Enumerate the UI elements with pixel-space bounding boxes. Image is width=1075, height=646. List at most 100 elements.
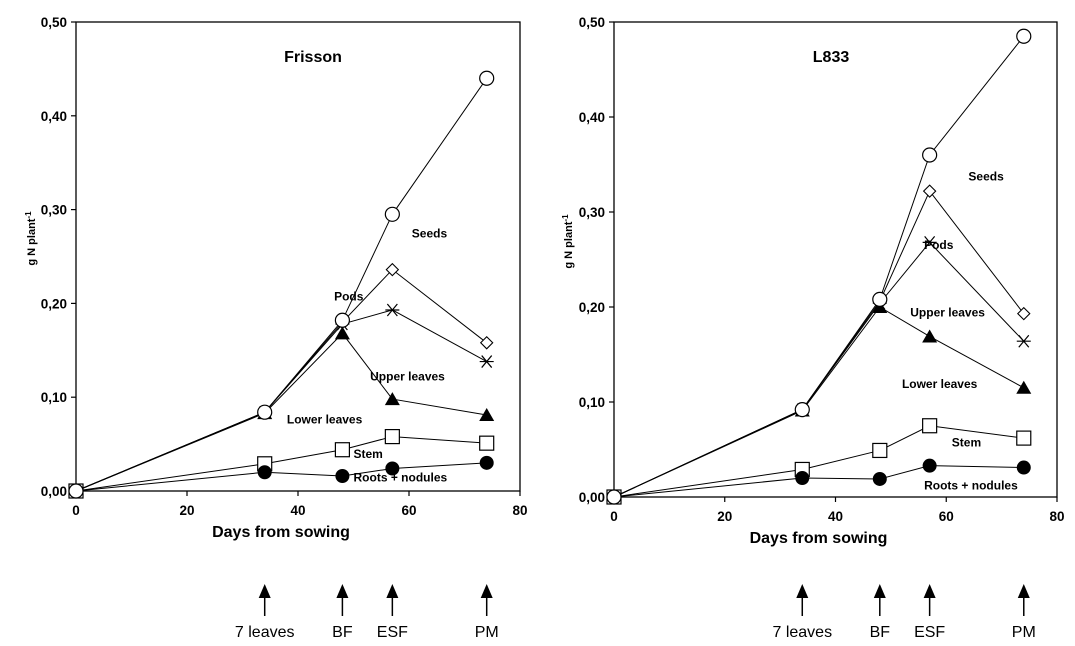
data-point-roots-nodules [257,465,272,480]
y-tick-label: 0,30 [579,205,605,220]
data-point-roots-nodules [335,468,350,483]
data-point-seeds [872,291,888,307]
data-point-seeds [384,206,400,222]
series-annotation-pods: Pods [334,290,364,304]
series-annotation-seeds: Seeds [968,170,1004,184]
stage-label-7-leaves: 7 leaves [772,624,832,641]
y-tick-label: 0,20 [41,296,67,311]
data-point-upper-leaves [385,303,400,317]
series-annotation-upper-leaves: Upper leaves [370,369,445,383]
stage-arrow-head [923,584,936,598]
data-point-seeds [1016,28,1032,44]
series-line-seeds [75,77,488,492]
y-axis-label: g N plant-1 [561,214,575,269]
data-point-stem [1016,430,1032,446]
data-point-seeds [257,404,273,420]
stage-arrow-head [873,584,886,598]
x-tick-label: 80 [1049,509,1064,524]
data-point-seeds [606,489,622,505]
y-tick-label: 0,00 [41,484,67,499]
series-annotation-lower-leaves: Lower leaves [287,412,363,426]
x-axis-label: Days from sowing [750,530,888,547]
data-point-upper-leaves [1016,334,1031,348]
series-annotation-stem: Stem [952,436,981,450]
x-tick-label: 20 [717,509,732,524]
x-tick-label: 40 [290,503,305,518]
series-annotation-stem: Stem [354,447,383,461]
data-point-stem [872,442,888,459]
x-tick-label: 60 [401,503,416,518]
y-tick-label: 0,40 [41,109,67,124]
chart-title: L833 [813,49,850,66]
data-point-lower-leaves [922,329,938,343]
data-point-roots-nodules [385,461,400,476]
plot-frame [613,21,1058,498]
data-point-seeds [68,483,84,499]
data-point-stem [384,428,400,445]
chart-panel-frisson: 0,00 0,10 0,20 0,30 0,40 0,50 0 20 40 60 80 Days fr… [24,15,528,641]
data-point-upper-leaves [479,355,494,368]
x-tick-label: 60 [939,509,954,524]
stage-arrow-head [386,584,399,598]
data-point-roots-nodules [479,455,494,470]
stage-arrow-head [480,584,493,598]
stage-label-pm: PM [475,624,499,641]
series-annotation-lower-leaves: Lower leaves [902,377,978,391]
series-annotation-roots-nodules: Roots + nodules [924,478,1018,492]
series-line-seeds [613,35,1025,498]
series-line-pods [613,190,1025,498]
y-tick-label: 0,20 [579,300,605,315]
x-axis-label: Days from sowing [212,524,350,541]
data-point-lower-leaves [479,408,495,422]
y-tick-label: 0,40 [579,110,605,125]
series-annotation-roots-nodules: Roots + nodules [354,471,448,485]
series-annotation-pods: Pods [924,238,954,252]
data-point-stem [922,418,938,434]
stage-label-7-leaves: 7 leaves [235,624,295,641]
data-point-seeds [479,70,495,86]
data-point-seeds [794,402,810,418]
y-tick-label: 0,10 [579,395,605,410]
data-point-pods [1016,306,1031,321]
data-point-pods [479,336,494,350]
series-annotation-seeds: Seeds [412,227,448,241]
data-point-stem [334,442,350,458]
y-tick-label: 0,30 [41,203,67,218]
data-point-pods [385,262,400,277]
x-tick-label: 40 [828,509,843,524]
chart-panel-l833: 0,00 0,10 0,20 0,30 0,40 0,50 0 20 40 60 80 Days fr… [561,15,1065,641]
series-annotation-upper-leaves: Upper leaves [910,306,985,320]
x-tick-label: 80 [512,503,527,518]
stage-label-pm: PM [1012,624,1036,641]
x-tick-label: 20 [179,503,194,518]
stage-arrow-head [1017,584,1030,598]
x-tick-label: 0 [610,509,618,524]
stage-arrow-head [796,584,809,598]
stage-arrow-head [258,584,271,598]
y-axis-label: g N plant-1 [24,211,38,266]
stage-label-bf: BF [870,624,891,641]
data-point-roots-nodules [872,471,887,486]
data-point-roots-nodules [795,471,810,485]
data-point-upper-leaves [922,236,937,249]
y-tick-label: 0,50 [41,15,67,30]
data-point-pods [922,184,937,198]
y-tick-label: 0,10 [41,390,67,405]
series-line-upper-leaves [75,309,487,492]
stage-label-bf: BF [332,624,353,641]
data-point-lower-leaves [1016,380,1032,394]
x-tick-label: 0 [72,503,80,518]
y-tick-label: 0,00 [579,490,605,505]
series-line-lower-leaves [613,306,1025,498]
data-point-lower-leaves [334,326,350,340]
y-tick-label: 0,50 [579,15,605,30]
data-point-lower-leaves [384,392,400,406]
stage-label-esf: ESF [377,624,408,641]
series-line-upper-leaves [613,241,1025,498]
data-point-stem [479,435,495,451]
data-point-seeds [334,312,350,328]
data-point-roots-nodules [922,458,937,473]
stage-label-esf: ESF [914,624,945,641]
data-point-seeds [922,147,938,163]
